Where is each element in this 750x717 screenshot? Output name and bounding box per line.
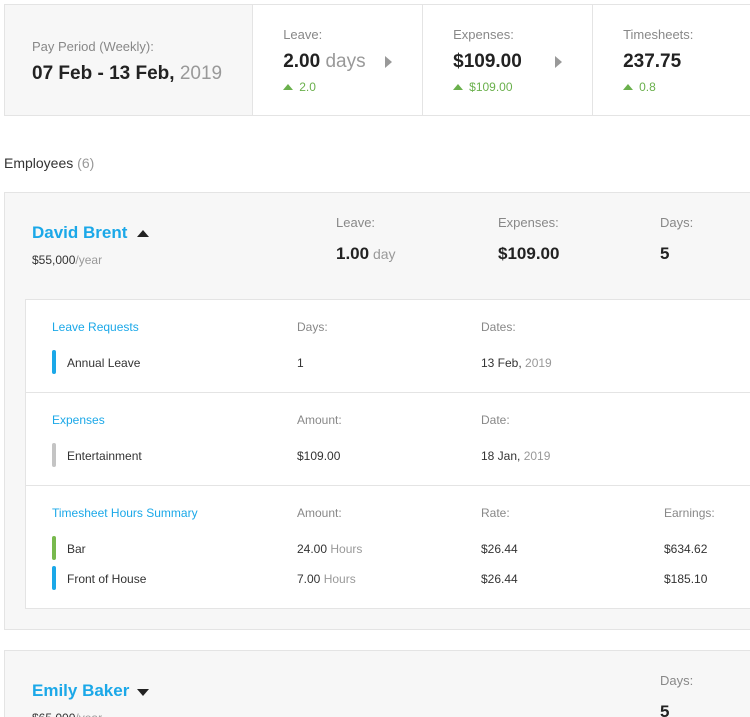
expand-caret-icon[interactable]: [137, 689, 149, 696]
category-color-bar: [52, 443, 56, 467]
pay-period-dates: 07 Feb - 13 Feb,: [32, 63, 175, 84]
stat-value: $109.00: [453, 51, 522, 72]
employee-stat-leave: Leave: 1.00 day: [336, 215, 396, 263]
section-title: Expenses: [52, 413, 105, 427]
leave-requests-section: Leave Requests Days: Dates: Annual Leave…: [26, 300, 750, 393]
column-header: Amount:: [297, 506, 342, 520]
employee-name-link[interactable]: David Brent: [32, 223, 128, 242]
stat-delta: 2.0: [283, 80, 422, 94]
pay-period-label: Pay Period (Weekly):: [32, 39, 154, 54]
column-header: Dates:: [481, 320, 516, 334]
timesheet-row[interactable]: Bar 24.00 Hours $26.44 $634.62: [26, 536, 750, 566]
column-header: Amount:: [297, 413, 342, 427]
trend-up-icon: [453, 84, 464, 90]
employee-name-link[interactable]: Emily Baker: [32, 681, 130, 700]
chevron-right-icon[interactable]: [555, 56, 563, 68]
employees-heading: Employees (6): [4, 155, 95, 171]
employee-header: Emily Baker $65,000/year Days: 5: [5, 651, 750, 717]
section-title: Leave Requests: [52, 320, 139, 334]
employee-stat-days: Days: 5: [660, 215, 694, 263]
stat-value: 2.00 days: [283, 51, 366, 72]
employee-detail-panel: Leave Requests Days: Dates: Annual Leave…: [25, 299, 750, 609]
employee-header: David Brent $55,000/year Leave: 1.00 day…: [5, 193, 750, 299]
category-color-bar: [52, 536, 56, 560]
column-header: Earnings:: [664, 506, 715, 520]
stat-value: 237.75: [623, 51, 682, 72]
employees-count: (6): [73, 155, 95, 171]
pay-period-range: 07 Feb - 13 Feb, 2019: [32, 63, 252, 85]
employee-salary: $65,000/year: [32, 711, 102, 717]
summary-stat-expenses[interactable]: Expenses: $109.00 $109.00: [423, 5, 594, 115]
employee-card: Emily Baker $65,000/year Days: 5: [4, 650, 750, 717]
employee-card: David Brent $55,000/year Leave: 1.00 day…: [4, 192, 750, 630]
stat-delta: $109.00: [453, 80, 592, 94]
employee-salary: $55,000/year: [32, 253, 103, 267]
stat-label: Expenses:: [453, 27, 514, 42]
summary-stat-leave[interactable]: Leave: 2.00 days 2.0: [253, 5, 424, 115]
expense-row[interactable]: Entertainment $109.00 18 Jan, 2019: [26, 443, 750, 473]
summary-stat-timesheets[interactable]: Timesheets: 237.75 0.8: [593, 5, 750, 115]
employee-stat-days: Days: 5: [660, 673, 694, 717]
timesheet-row[interactable]: Front of House 7.00 Hours $26.44 $185.10: [26, 566, 750, 596]
trend-up-icon: [623, 84, 634, 90]
leave-request-row[interactable]: Annual Leave 1 13 Feb, 2019: [26, 350, 750, 380]
column-header: Date:: [481, 413, 510, 427]
category-color-bar: [52, 350, 56, 374]
stat-label: Timesheets:: [623, 27, 694, 42]
pay-period-summary: Pay Period (Weekly): 07 Feb - 13 Feb, 20…: [4, 4, 750, 116]
timesheet-summary-section: Timesheet Hours Summary Amount: Rate: Ea…: [26, 486, 750, 608]
trend-up-icon: [283, 84, 294, 90]
section-title: Timesheet Hours Summary: [52, 506, 198, 520]
stat-label: Leave:: [283, 27, 323, 42]
expenses-section: Expenses Amount: Date: Entertainment $10…: [26, 393, 750, 486]
chevron-right-icon[interactable]: [385, 56, 393, 68]
column-header: Rate:: [481, 506, 510, 520]
stat-delta: 0.8: [623, 80, 750, 94]
pay-period-panel: Pay Period (Weekly): 07 Feb - 13 Feb, 20…: [5, 5, 254, 115]
pay-period-year: 2019: [174, 63, 223, 84]
column-header: Days:: [297, 320, 328, 334]
collapse-caret-icon[interactable]: [137, 230, 149, 237]
employee-stat-expenses: Expenses: $109.00: [498, 215, 560, 263]
category-color-bar: [52, 566, 56, 590]
